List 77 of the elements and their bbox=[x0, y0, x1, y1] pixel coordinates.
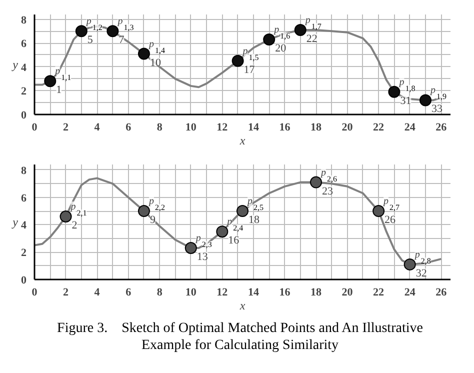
point bbox=[44, 75, 56, 88]
x-tick-label: 8 bbox=[156, 286, 163, 298]
point bbox=[294, 24, 306, 36]
point bbox=[75, 25, 88, 38]
y-axis-title: y bbox=[12, 215, 19, 229]
point bbox=[388, 86, 400, 98]
y-tick-label: 2 bbox=[21, 247, 27, 260]
x-tick-label: 26 bbox=[436, 286, 448, 298]
point bbox=[263, 34, 276, 46]
point bbox=[404, 258, 416, 270]
x-tick-label: 16 bbox=[279, 122, 291, 134]
x-tick-label: 0 bbox=[32, 122, 38, 134]
annotation: 1 bbox=[56, 84, 62, 96]
point bbox=[138, 205, 150, 218]
annotation: 7 bbox=[118, 34, 125, 46]
annotation: 17 bbox=[244, 64, 256, 76]
x-axis-title: x bbox=[238, 134, 246, 148]
x-tick-label: 2 bbox=[63, 286, 70, 298]
annotation: 13 bbox=[196, 251, 208, 264]
x-tick-label: 20 bbox=[342, 122, 354, 134]
annotation: 5 bbox=[87, 34, 94, 46]
y-tick-label: 4 bbox=[21, 220, 27, 232]
y-tick-label: 4 bbox=[21, 62, 27, 74]
y-tick-label: 8 bbox=[21, 14, 27, 26]
annotation: 10 bbox=[150, 56, 162, 69]
annotation: 23 bbox=[322, 185, 334, 198]
y-tick-label: 0 bbox=[21, 274, 27, 286]
x-tick-label: 10 bbox=[185, 286, 197, 298]
point bbox=[216, 226, 228, 238]
annotation: 33 bbox=[431, 103, 443, 116]
x-tick-label: 24 bbox=[404, 286, 416, 298]
annotation: 18 bbox=[248, 214, 260, 226]
y-axis-title: y bbox=[12, 58, 19, 72]
x-tick-label: 18 bbox=[310, 122, 322, 134]
x-tick-label: 14 bbox=[248, 122, 260, 134]
x-tick-label: 6 bbox=[126, 122, 132, 134]
x-tick-label: 0 bbox=[32, 286, 38, 298]
x-tick-label: 4 bbox=[94, 286, 100, 298]
y-tick-label: 6 bbox=[21, 38, 27, 50]
annotation: 31 bbox=[400, 94, 412, 107]
x-tick-label: 6 bbox=[126, 286, 132, 298]
x-tick-label: 16 bbox=[279, 286, 291, 298]
x-tick-label: 24 bbox=[404, 122, 416, 134]
point bbox=[372, 205, 385, 218]
x-tick-label: 10 bbox=[185, 122, 197, 134]
x-tick-label: 12 bbox=[216, 286, 228, 298]
point bbox=[106, 25, 119, 38]
y-tick-label: 0 bbox=[21, 110, 27, 122]
point bbox=[310, 176, 322, 188]
x-tick-label: 4 bbox=[94, 122, 100, 134]
x-tick-label: 22 bbox=[373, 286, 385, 298]
annotation: 22 bbox=[306, 32, 318, 45]
x-tick-label: 14 bbox=[248, 286, 260, 298]
annotation: 20 bbox=[275, 42, 287, 54]
x-tick-label: 12 bbox=[216, 122, 228, 134]
y-tick-label: 8 bbox=[21, 164, 27, 177]
point bbox=[60, 210, 72, 223]
annotation: 32 bbox=[416, 267, 427, 280]
point bbox=[236, 205, 248, 218]
point bbox=[232, 54, 244, 67]
point bbox=[419, 94, 432, 106]
point bbox=[184, 242, 197, 254]
x-axis-title: x bbox=[238, 298, 246, 312]
annotation: 9 bbox=[150, 214, 156, 226]
x-tick-label: 2 bbox=[63, 122, 70, 134]
x-tick-label: 18 bbox=[310, 286, 322, 298]
y-tick-label: 2 bbox=[21, 86, 27, 98]
y-tick-label: 6 bbox=[21, 192, 27, 204]
annotation: 26 bbox=[384, 214, 396, 226]
annotation: 16 bbox=[228, 234, 240, 247]
x-tick-label: 22 bbox=[373, 122, 385, 134]
x-tick-label: 8 bbox=[156, 122, 163, 134]
x-tick-label: 26 bbox=[436, 122, 448, 134]
annotation: 2 bbox=[72, 220, 78, 232]
point bbox=[138, 48, 150, 60]
x-tick-label: 20 bbox=[342, 286, 354, 298]
caption: Figure 3. Sketch of Optimal Matched Points and An Illustrative Example for Calculating Similarity bbox=[56, 320, 424, 354]
